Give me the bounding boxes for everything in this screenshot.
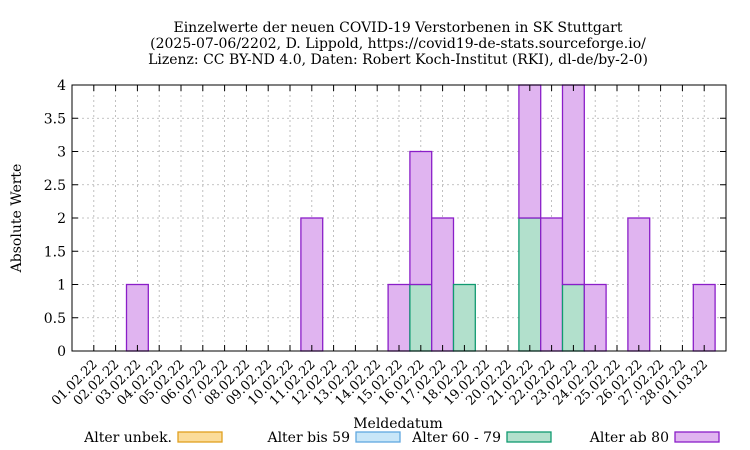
y-tick-label: 2.5: [44, 178, 66, 194]
bar: [125, 283, 149, 352]
legend-label: Alter unbek.: [83, 430, 172, 446]
bar: [409, 150, 433, 286]
y-axis-label: Absolute Werte: [9, 164, 25, 274]
legend-label: Alter ab 80: [589, 430, 669, 446]
bars: [125, 84, 716, 352]
bar: [452, 283, 476, 352]
legend-swatch: [674, 431, 720, 443]
bar: [300, 217, 324, 352]
bar: [387, 283, 411, 352]
y-tick-label: 0.5: [44, 311, 66, 327]
bar: [518, 217, 542, 352]
y-tick-label: 0: [57, 344, 66, 360]
bar: [540, 217, 564, 352]
x-ticks: 01.02.2202.02.2203.02.2204.02.2205.02.22…: [49, 85, 711, 409]
bar: [627, 217, 651, 352]
bar: [518, 84, 542, 219]
legend-label: Alter 60 - 79: [411, 430, 501, 446]
bar: [431, 217, 455, 352]
y-tick-label: 4: [57, 78, 66, 94]
x-axis-label: Meldedatum: [353, 416, 443, 432]
y-tick-label: 3: [57, 145, 66, 161]
y-tick-label: 3.5: [44, 111, 66, 127]
legend: Alter unbek. Alter bis 59 Alter 60 - 79 Alt…: [83, 430, 720, 446]
chart-title: Einzelwerte der neuen COVID-19 Verstorbe…: [148, 20, 648, 68]
y-tick-label: 1.5: [44, 244, 66, 260]
title-line-3: Lizenz: CC BY-ND 4.0, Daten: Robert Koch…: [148, 52, 648, 68]
bar: [561, 84, 585, 286]
bar: [692, 283, 716, 352]
bar: [561, 283, 585, 352]
legend-label: Alter bis 59: [266, 430, 350, 446]
y-tick-label: 2: [57, 211, 66, 227]
legend-swatch: [177, 431, 223, 443]
title-line-2: (2025-07-06/2202, D. Lippold, https://co…: [150, 36, 646, 52]
y-tick-label: 1: [57, 278, 66, 294]
y-ticks: 0 0.5 1 1.5 2 2.5 3 3.5 4: [44, 78, 726, 360]
title-line-1: Einzelwerte der neuen COVID-19 Verstorbe…: [173, 20, 622, 36]
bar: [583, 283, 607, 352]
legend-swatch: [355, 431, 401, 443]
legend-swatch: [506, 431, 552, 443]
bar: [409, 283, 433, 352]
